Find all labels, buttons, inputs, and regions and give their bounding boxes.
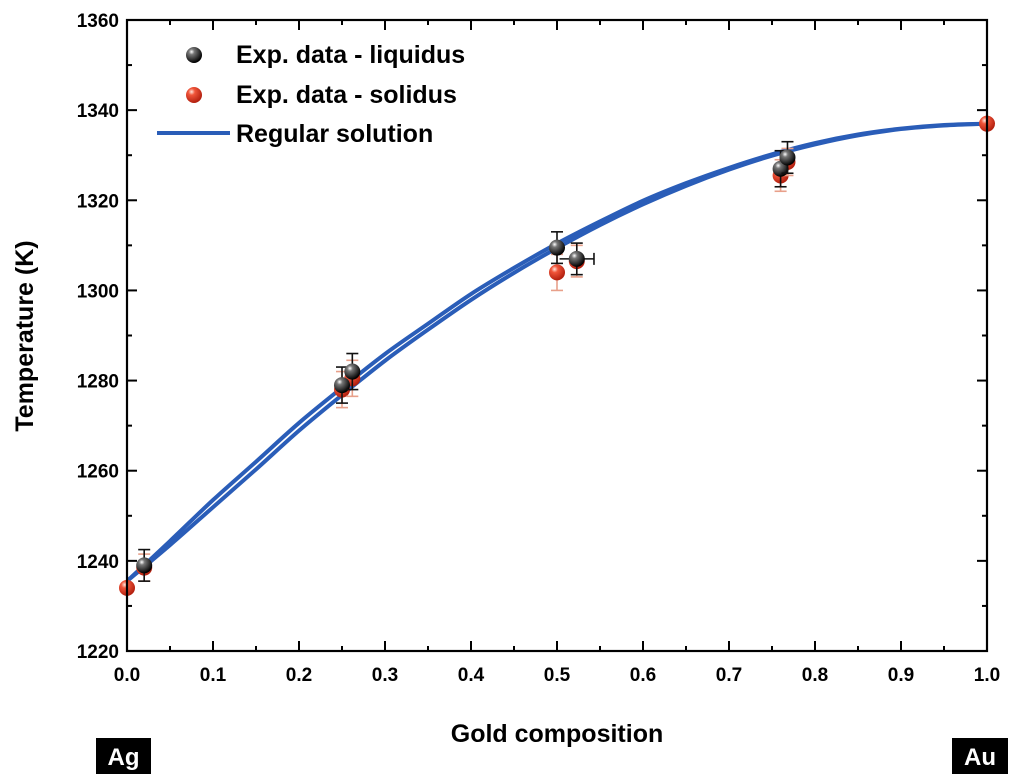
- x-tick-label: 0.7: [716, 665, 742, 686]
- y-tick-label: 1320: [77, 191, 119, 212]
- legend-label-liquidus: Exp. data - liquidus: [236, 41, 465, 69]
- plot-area: [119, 115, 995, 596]
- regular-solution-curve: [127, 121, 987, 583]
- legend-marker-liquidus: [186, 47, 202, 63]
- plot-frame: [125, 18, 989, 653]
- legend-label-solidus: Exp. data - solidus: [236, 81, 457, 109]
- x-tick-label: 0.4: [458, 665, 485, 686]
- legend-label-regular-solution: Regular solution: [236, 120, 433, 148]
- endpoint-label-ag-background: [96, 738, 151, 774]
- x-tick-label: 0.9: [888, 665, 914, 686]
- curve-group: [127, 121, 987, 583]
- x-tick-label: 0.1: [200, 665, 227, 686]
- axes: 0.0 0.1 0.2 0.3 0.4 0.5 0.6 0.7 0.8 0.9 1.0 1220 124…: [77, 11, 1000, 686]
- endpoint-label-au: Au: [952, 738, 1008, 774]
- legend-marker-solidus: [186, 87, 202, 103]
- y-tick-label: 1360: [77, 11, 119, 32]
- liquidus-point: [779, 149, 796, 166]
- endpoint-label-au-text: Au: [964, 744, 996, 771]
- x-tick-label: 0.3: [372, 665, 398, 686]
- liquidus-point: [344, 363, 361, 380]
- y-tick-label: 1280: [77, 372, 119, 393]
- regular-solution-curve: [127, 121, 987, 583]
- liquidus-point: [568, 250, 585, 267]
- endpoint-label-ag: Ag: [96, 738, 151, 774]
- x-tick-label: 1.0: [974, 665, 1000, 686]
- liquidus-point: [136, 557, 153, 574]
- y-axis-title: Temperature (K): [11, 240, 39, 431]
- y-tick-label: 1340: [77, 101, 119, 122]
- y-tick-label: 1300: [77, 281, 119, 302]
- legend: Exp. data - liquidus Exp. data - solidus…: [157, 41, 465, 148]
- y-tick-label: 1260: [77, 462, 119, 483]
- x-tick-label: 0.0: [114, 665, 140, 686]
- solidus-point: [549, 264, 565, 281]
- liquidus-point: [334, 377, 350, 394]
- y-tick-label: 1220: [77, 642, 119, 663]
- x-axis-title: Gold composition: [451, 720, 664, 748]
- x-tick-label: 0.5: [544, 665, 571, 686]
- endpoint-label-ag-text: Ag: [108, 744, 140, 771]
- endpoint-label-au-background: [952, 738, 1008, 774]
- y-tick-label: 1240: [77, 552, 119, 573]
- x-tick-label: 0.8: [802, 665, 828, 686]
- liquidus-point: [549, 239, 565, 256]
- x-tick-label: 0.6: [630, 665, 656, 686]
- x-tick-label: 0.2: [286, 665, 312, 686]
